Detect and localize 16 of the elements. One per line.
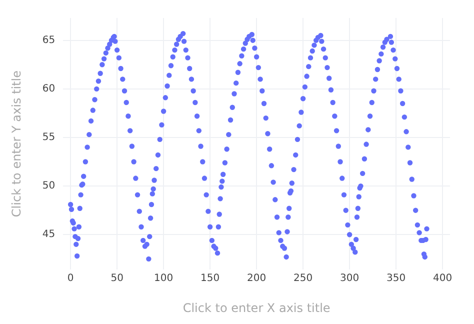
y-tick-label: 50 [42, 180, 56, 192]
x-axis-title: Click to enter X axis title [182, 300, 330, 315]
y-tick-label: 65 [42, 34, 56, 46]
y-tick-label: 45 [42, 229, 56, 240]
y-tick-label: 60 [42, 84, 56, 95]
y-axis-title: Click to enter Y axis title [9, 70, 24, 218]
x-tick-label: 0 [67, 273, 74, 284]
x-tick-label: 150 [200, 273, 220, 284]
x-tick-label: 300 [340, 273, 360, 284]
x-tick-label: 200 [247, 273, 266, 284]
x-tick-label: 350 [386, 273, 406, 284]
x-tick-label: 100 [154, 273, 174, 284]
x-tick-label: 50 [110, 273, 124, 284]
y-tick-label: 55 [42, 132, 56, 144]
x-tick-label: 400 [433, 273, 452, 284]
x-tick-label: 250 [294, 273, 313, 284]
